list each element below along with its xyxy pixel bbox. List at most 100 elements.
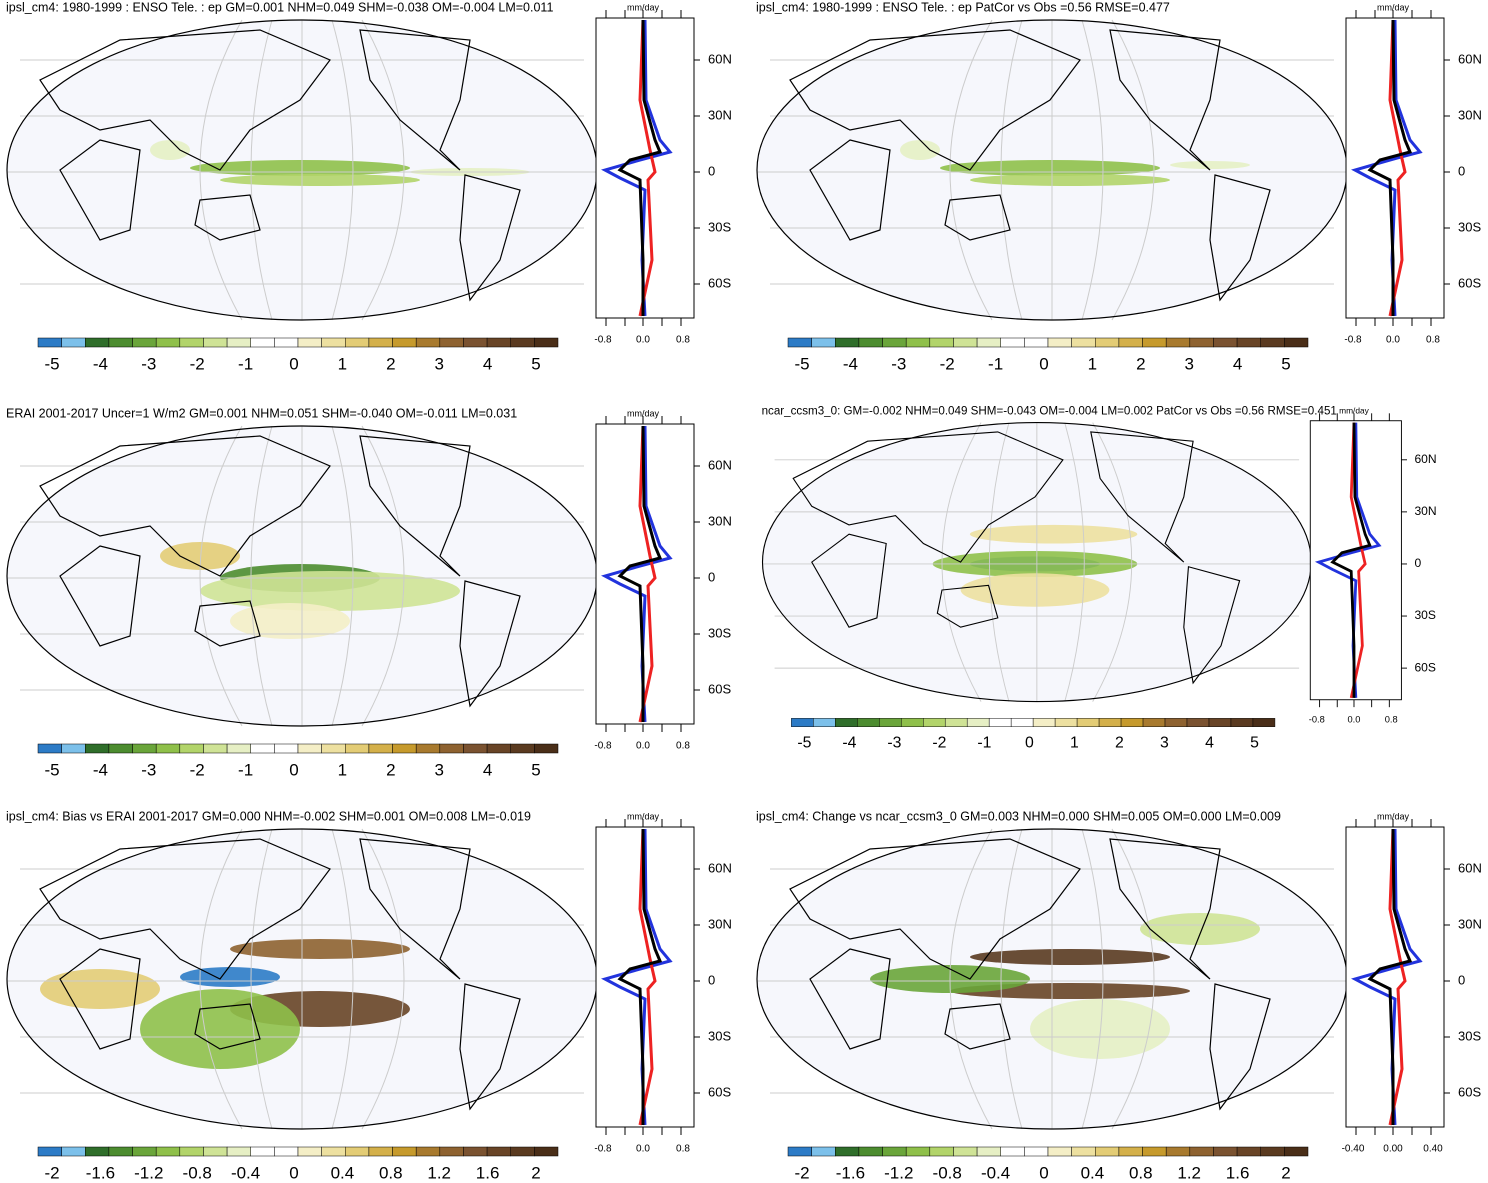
colorbar-box [534,1146,559,1157]
colorbar-box [345,1146,370,1157]
colorbar-box [1076,718,1100,727]
colorbar-box [392,743,417,754]
x-tick-label: 0.00 [1383,1144,1403,1155]
colorbar-box [811,337,836,348]
colorbar-box [976,337,1001,348]
lat-label: 30N [1458,916,1482,931]
x-tick-label: -0.8 [594,741,612,752]
colorbar-box [988,718,1012,727]
zonal-model [617,19,663,316]
colorbar-box [274,337,299,348]
anomaly-region [970,949,1170,965]
lat-label: 60N [1414,452,1436,466]
colorbar-box [61,1146,86,1157]
colorbar-box [1000,1146,1025,1157]
colorbar-box [1213,337,1238,348]
colorbar-label: 1 [338,760,347,779]
colorbar-box [85,337,110,348]
colorbar-box [179,743,204,754]
colorbar-box [226,743,251,754]
lat-label: 30N [708,107,732,122]
lat-label: 60S [1458,1084,1481,1099]
colorbar-box [250,1146,275,1157]
colorbar-box [1284,1146,1309,1157]
zonal-obs [1351,828,1423,1126]
meridian [361,828,405,1130]
anomaly-region [940,160,1160,176]
colorbar-box [534,337,559,348]
colorbar-box [1024,1146,1049,1157]
colorbar-label: -2 [932,735,946,752]
lat-label: 30S [708,625,731,640]
colorbar-box [879,718,902,727]
zonal-model2 [1388,19,1407,317]
anomaly-region [150,140,190,160]
colorbar-box [1047,337,1072,348]
lat-label: 60S [708,275,731,290]
colorbar-box [132,337,157,348]
colorbar-box [1118,1146,1143,1157]
colorbar-box [439,743,464,754]
colorbar-label: 1.2 [427,1163,451,1182]
colorbar-box [857,718,880,727]
zonal-model2 [638,19,657,317]
colorbar-box [534,743,559,754]
anomaly-region [230,939,410,959]
colorbar-box [297,1146,322,1157]
lat-label: 60S [1414,660,1436,674]
zonal-obs [601,19,673,317]
colorbar-label: -1.6 [836,1163,865,1182]
anomaly-region [970,174,1170,186]
zonal-model [1330,422,1372,698]
colorbar-box [37,337,62,348]
colorbar-box [463,743,488,754]
meridian [949,828,993,1130]
x-tick-label: 0.0 [1348,715,1361,725]
lat-label: 60S [708,681,731,696]
colorbar-box [1236,1146,1261,1157]
lat-label: 30S [1414,608,1436,622]
colorbar-label: 1 [1088,354,1097,373]
lat-label: 0 [1458,972,1465,987]
colorbar-label: 0.4 [1081,1163,1105,1182]
colorbar-box [1165,337,1191,348]
colorbar-label: -5 [797,735,811,752]
x-tick-label: -0.8 [594,335,612,346]
colorbar-box [415,1146,441,1157]
colorbar-label: 0 [1039,354,1048,373]
colorbar-box [297,337,322,348]
panel: ipsl_cm4: 1980-1999 : ENSO Tele. : ep GM… [6,0,732,373]
lat-label: 60N [708,457,732,472]
colorbar-box [1208,718,1232,727]
colorbar-box [510,337,535,348]
panel: ipsl_cm4: Bias vs ERAI 2001-2017 GM=0.00… [6,809,732,1182]
colorbar-box [510,743,535,754]
meridian [1081,828,1104,1130]
anomaly-region [160,542,240,570]
zonal-model2 [638,828,657,1126]
zonal-model2 [1349,422,1367,699]
anomaly-region [140,989,300,1069]
colorbar-box [415,743,441,754]
x-tick-label: 0.8 [1385,715,1398,725]
lat-label: 60S [1458,275,1481,290]
colorbar-box [463,1146,488,1157]
coastline [789,838,1271,1111]
colorbar-label: -1.2 [884,1163,913,1182]
meridian [361,19,405,321]
lat-label: 30S [1458,1028,1481,1043]
colorbar-label: 2 [1281,1163,1290,1182]
x-tick-label: 0.0 [636,741,650,752]
colorbar-label: -3 [891,354,906,373]
colorbar-box [813,718,836,727]
colorbar-box [1142,718,1166,727]
zonal-obs [601,828,673,1126]
lat-label: 60S [708,1084,731,1099]
lat-label: 0 [708,163,715,178]
colorbar-box [966,718,990,727]
lat-label: 30S [708,219,731,234]
lat-label: 0 [708,972,715,987]
colorbar-box [226,337,251,348]
colorbar-label: 4 [483,760,492,779]
